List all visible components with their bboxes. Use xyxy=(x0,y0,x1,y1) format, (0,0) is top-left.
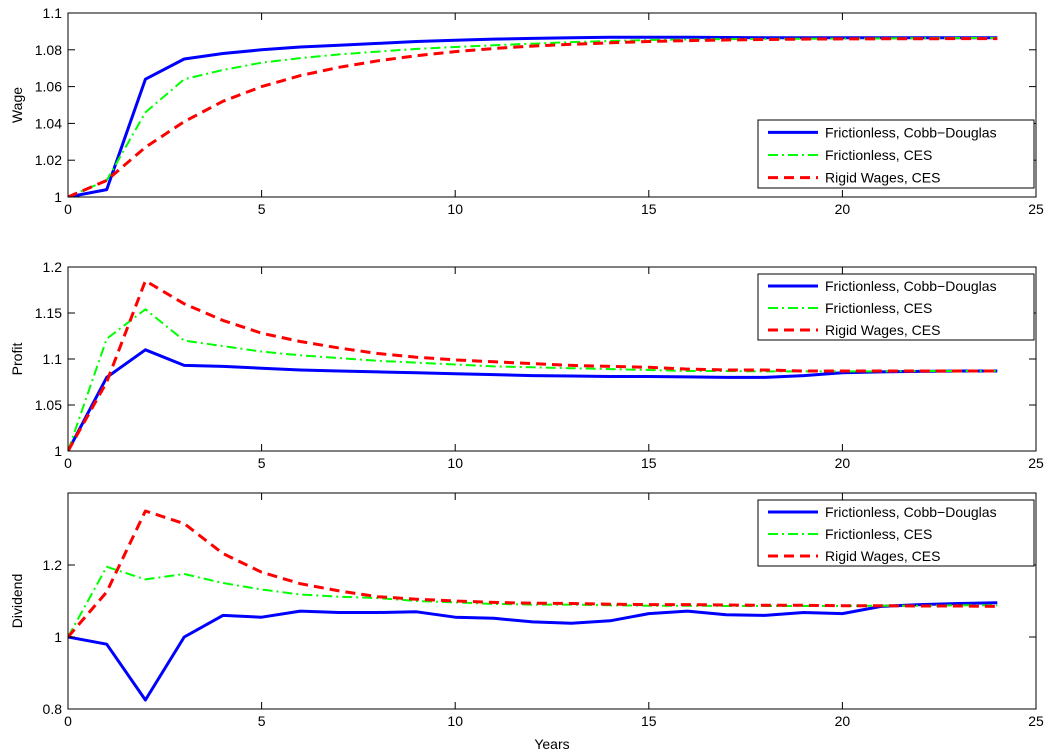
x-tick-label: 25 xyxy=(1028,201,1044,217)
series-line-1 xyxy=(68,601,998,702)
x-tick-label: 5 xyxy=(258,201,266,217)
x-tick-label: 20 xyxy=(835,713,851,729)
x-tick-label: 15 xyxy=(641,713,657,729)
chart-panel-1: 0 5 10 15 20 25 1 1.02 1.04 1.06 1.08 1.1 Wage Fricti… xyxy=(9,5,1044,217)
legend-label: Rigid Wages, CES xyxy=(825,322,940,338)
y-tick-label: 1.08 xyxy=(35,42,62,58)
panels: 0 5 10 15 20 2511.021.041.061.081.1WageFricti… xyxy=(9,5,1044,752)
plot-frame xyxy=(67,12,1037,198)
x-tick-label: 25 xyxy=(1028,713,1044,729)
x-tick-label: 0 xyxy=(64,455,72,471)
y-tick-label: 1 xyxy=(54,629,62,645)
legend: Frictionless, Cobb−Douglas Frictionless, … xyxy=(757,273,1035,341)
x-tick-label: 25 xyxy=(1028,455,1044,471)
legend-label: Frictionless, Cobb−Douglas xyxy=(825,278,997,294)
chart-panel-2: 0 5 10 15 20 25 1 1.05 1.1 1.15 1.2 Profit Frictionl… xyxy=(9,259,1044,471)
x-tick-label: 0 xyxy=(64,201,72,217)
series-line-3 xyxy=(68,509,998,638)
y-tick-label: 1.05 xyxy=(35,397,62,413)
x-axis-label: Years xyxy=(534,736,569,752)
y-tick-label: 1.02 xyxy=(35,152,62,168)
y-tick-label: 1.15 xyxy=(35,305,62,321)
x-tick-label: 5 xyxy=(258,713,266,729)
y-tick-label: 1 xyxy=(54,189,62,205)
y-tick-label: 1.1 xyxy=(43,5,63,21)
legend-label: Rigid Wages, CES xyxy=(825,170,940,186)
legend-label: Frictionless, Cobb−Douglas xyxy=(825,124,997,140)
series-line-1 xyxy=(68,348,998,451)
legend: Frictionless, Cobb−Douglas Frictionless, … xyxy=(757,499,1035,567)
y-tick-label: 1.04 xyxy=(35,115,62,131)
y-axis-label: Profit xyxy=(9,343,25,376)
series-line-3 xyxy=(68,279,998,451)
legend-label: Frictionless, CES xyxy=(825,147,932,163)
legend-label: Rigid Wages, CES xyxy=(825,548,940,564)
x-tick-label: 10 xyxy=(447,455,463,471)
series-line-3 xyxy=(68,37,998,197)
series-line-2 xyxy=(68,308,998,451)
y-axis-label: Dividend xyxy=(9,574,25,628)
x-tick-label: 10 xyxy=(447,201,463,217)
y-tick-label: 1.2 xyxy=(43,259,63,275)
x-tick-label: 0 xyxy=(64,713,72,729)
series-line-2 xyxy=(68,37,998,197)
x-tick-label: 5 xyxy=(258,455,266,471)
x-tick-label: 15 xyxy=(641,455,657,471)
y-tick-label: 1 xyxy=(54,443,62,459)
chart-panel-3: 0 5 10 15 20 25 0.8 1 1.2 Dividend Years Frictionle… xyxy=(9,492,1044,752)
y-tick-label: 1.2 xyxy=(43,557,63,573)
y-tick-label: 0.8 xyxy=(43,701,63,717)
legend-label: Frictionless, Cobb−Douglas xyxy=(825,504,997,520)
plot-frame xyxy=(67,492,1037,710)
x-tick-label: 10 xyxy=(447,713,463,729)
x-tick-label: 20 xyxy=(835,455,851,471)
y-axis-label: Wage xyxy=(9,87,25,123)
legend-label: Frictionless, CES xyxy=(825,526,932,542)
y-tick-label: 1.06 xyxy=(35,79,62,95)
y-tick-label: 1.1 xyxy=(43,351,63,367)
legend-label: Frictionless, CES xyxy=(825,300,932,316)
legend: Frictionless, Cobb−Douglas Frictionless, … xyxy=(757,119,1035,189)
x-tick-label: 20 xyxy=(835,201,851,217)
x-tick-label: 15 xyxy=(641,201,657,217)
